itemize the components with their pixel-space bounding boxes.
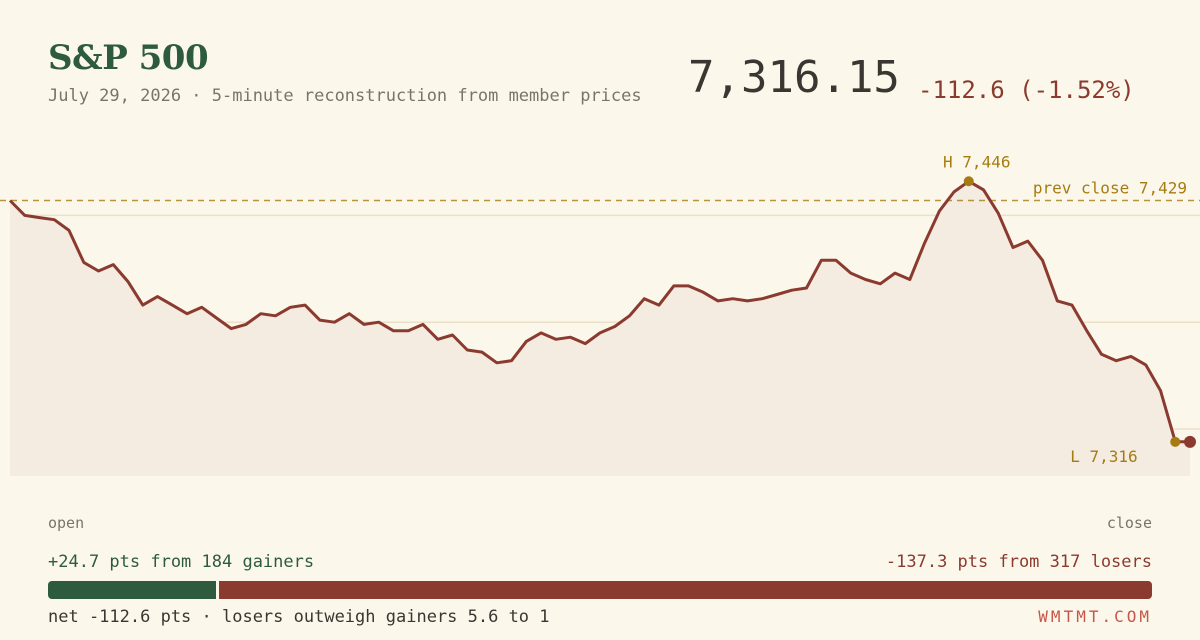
close-marker xyxy=(1184,435,1196,448)
losers-bar-segment xyxy=(219,581,1152,599)
chart-subtitle: July 29, 2026 · 5-minute reconstruction … xyxy=(48,86,642,106)
price-area-fill xyxy=(10,181,1190,477)
index-title: S&P 500 xyxy=(48,38,209,78)
price-change: -112.6 (-1.52%) xyxy=(918,76,1135,104)
gainers-summary: +24.7 pts from 184 gainers xyxy=(48,552,315,572)
net-summary: net -112.6 pts · losers outweigh gainers… xyxy=(48,607,550,627)
high-marker xyxy=(963,176,974,187)
intraday-line-chart: H 7,446 prev close 7,429 L 7,316 xyxy=(0,152,1200,477)
low-marker xyxy=(1170,436,1181,447)
prev-close-label: prev close 7,429 xyxy=(1033,178,1187,197)
low-label: L 7,316 xyxy=(1070,447,1137,466)
current-price: 7,316.15 xyxy=(688,52,900,103)
x-axis-close-label: close xyxy=(1106,514,1152,532)
x-axis-open-label: open xyxy=(48,514,85,532)
price-series-line xyxy=(8,179,1190,444)
breadth-bar xyxy=(48,581,1152,599)
high-label: H 7,446 xyxy=(943,152,1010,171)
brand-mark: WMTMT.COM xyxy=(1038,607,1152,626)
gainers-bar-segment xyxy=(48,581,216,599)
losers-summary: -137.3 pts from 317 losers xyxy=(885,552,1152,572)
